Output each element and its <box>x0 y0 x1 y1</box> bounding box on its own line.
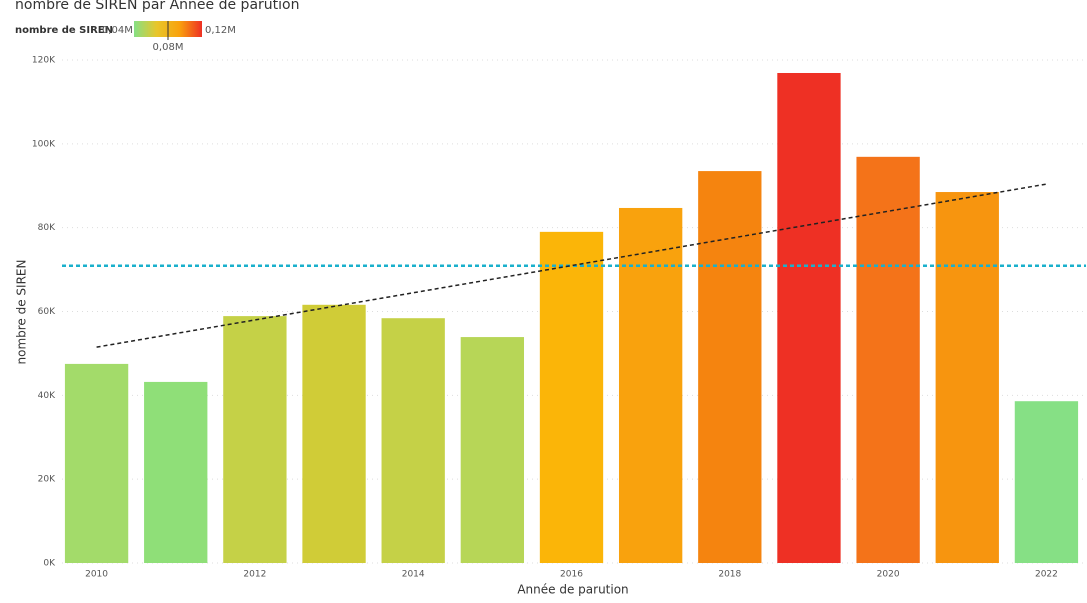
bar <box>223 316 287 563</box>
legend-title: nombre de SIREN <box>15 25 113 36</box>
legend-min-label: 0,04M <box>102 25 133 36</box>
bar <box>381 318 445 563</box>
bar <box>856 156 920 563</box>
legend-max-label: 0,12M <box>205 25 236 36</box>
x-tick-label: 2016 <box>560 570 583 580</box>
bar <box>460 337 525 563</box>
x-tick-label: 2010 <box>85 570 108 580</box>
y-tick-label: 80K <box>38 223 56 233</box>
y-tick-label: 20K <box>38 475 56 485</box>
x-axis-title: Année de parution <box>517 583 628 597</box>
x-tick-label: 2014 <box>402 570 425 580</box>
bar <box>935 192 999 563</box>
bar <box>777 72 841 563</box>
bar <box>144 381 208 563</box>
y-axis-title: nombre de SIREN <box>15 260 29 365</box>
legend-mid-label: 0,08M <box>153 42 184 53</box>
x-tick-label: 2022 <box>1035 570 1058 580</box>
bar <box>618 207 683 564</box>
y-tick-label: 40K <box>38 391 56 401</box>
bar <box>1014 401 1079 563</box>
y-tick-label: 120K <box>32 56 56 66</box>
x-tick-label: 2018 <box>718 570 741 580</box>
y-tick-label: 100K <box>32 139 56 149</box>
x-tick-label: 2012 <box>243 570 266 580</box>
chart-title: nombre de SIREN par Année de parution <box>15 0 299 13</box>
x-tick-label: 2020 <box>877 570 900 580</box>
bar <box>64 363 129 563</box>
y-tick-label: 60K <box>38 307 56 317</box>
bar <box>302 304 366 563</box>
y-tick-label: 0K <box>43 559 56 569</box>
bar <box>698 171 762 563</box>
bar <box>539 231 604 563</box>
